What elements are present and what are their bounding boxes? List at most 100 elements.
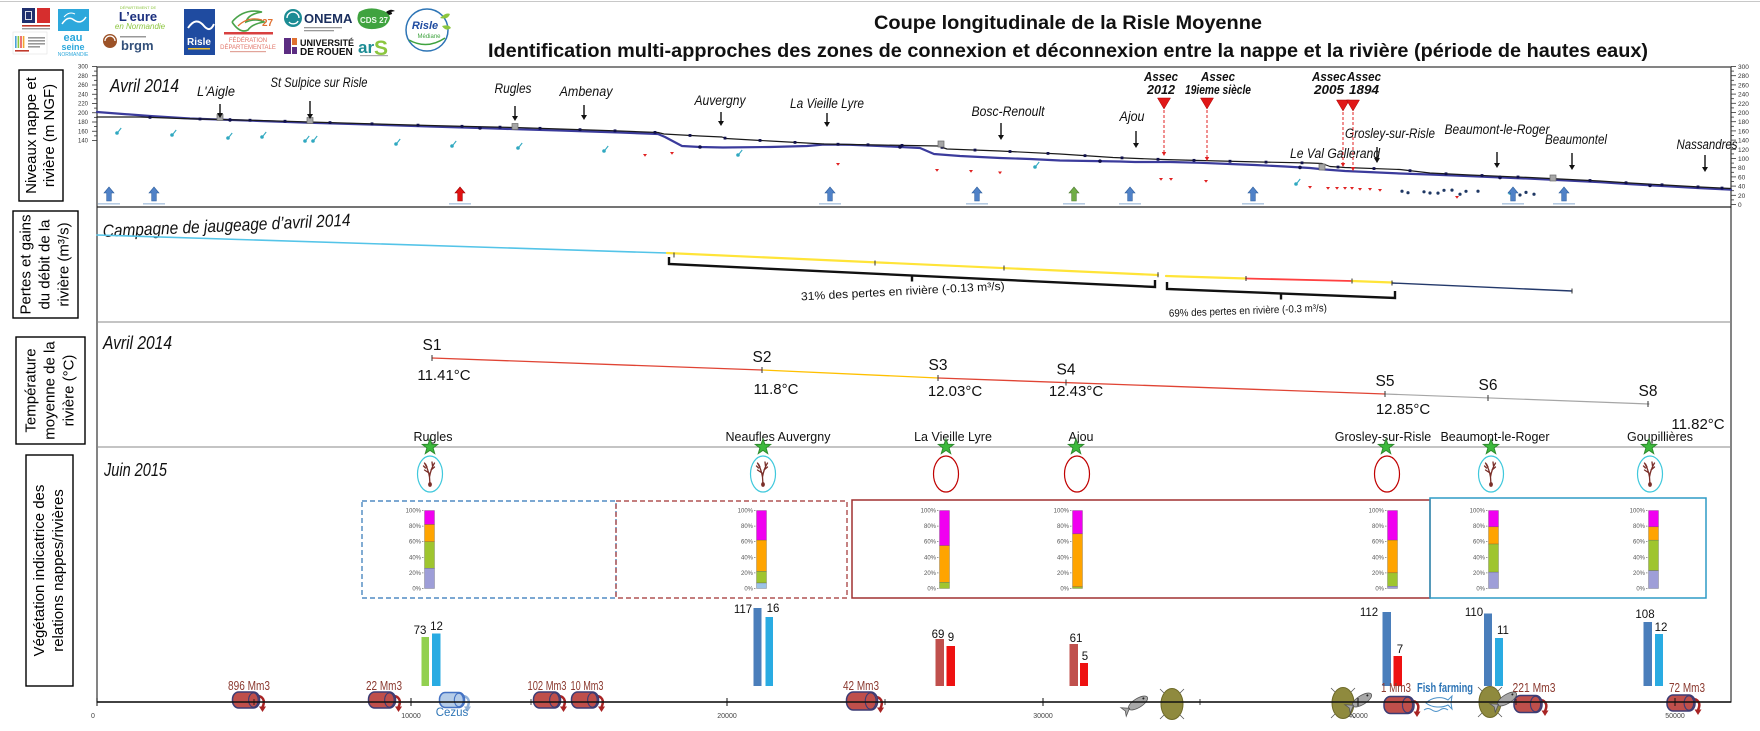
svg-text:du débit de la: du débit de la bbox=[36, 219, 53, 310]
svg-text:60%: 60% bbox=[1057, 540, 1070, 546]
svg-text:0%: 0% bbox=[744, 587, 753, 593]
svg-text:160: 160 bbox=[1738, 128, 1749, 135]
svg-text:11.41°C: 11.41°C bbox=[417, 367, 470, 384]
svg-text:221 Mm3: 221 Mm3 bbox=[1513, 681, 1556, 695]
svg-text:160: 160 bbox=[78, 129, 89, 135]
svg-text:100%: 100% bbox=[406, 509, 422, 515]
svg-text:0%: 0% bbox=[1476, 587, 1485, 593]
svg-text:27: 27 bbox=[262, 18, 274, 29]
svg-text:La Vieille Lyre: La Vieille Lyre bbox=[914, 430, 992, 444]
svg-text:DE ROUEN: DE ROUEN bbox=[300, 47, 353, 58]
svg-text:100: 100 bbox=[1738, 156, 1749, 163]
svg-text:180: 180 bbox=[1738, 119, 1749, 126]
svg-text:Assec: Assec bbox=[1346, 70, 1381, 84]
svg-text:Avril 2014: Avril 2014 bbox=[109, 76, 179, 96]
svg-text:180: 180 bbox=[78, 120, 89, 126]
svg-text:Risle: Risle bbox=[412, 20, 438, 32]
svg-text:Fish farming: Fish farming bbox=[1417, 681, 1473, 695]
svg-text:112: 112 bbox=[1360, 607, 1378, 619]
svg-text:40%: 40% bbox=[1057, 555, 1070, 561]
svg-text:60: 60 bbox=[1738, 174, 1746, 181]
svg-text:22 Mm3: 22 Mm3 bbox=[366, 679, 402, 693]
svg-text:69% des pertes en rivière (-0.: 69% des pertes en rivière (-0.3 m³/s) bbox=[1169, 302, 1327, 320]
svg-text:0%: 0% bbox=[1636, 587, 1645, 593]
svg-text:Rugles: Rugles bbox=[414, 430, 453, 444]
svg-text:20000: 20000 bbox=[717, 713, 737, 720]
svg-text:80%: 80% bbox=[1633, 524, 1646, 530]
svg-text:40%: 40% bbox=[924, 555, 937, 561]
svg-text:9: 9 bbox=[948, 632, 954, 644]
svg-text:73: 73 bbox=[414, 625, 427, 637]
svg-text:100%: 100% bbox=[1054, 509, 1070, 515]
svg-text:eau: eau bbox=[64, 32, 83, 44]
svg-text:61: 61 bbox=[1070, 633, 1083, 645]
svg-text:240: 240 bbox=[1738, 92, 1749, 99]
svg-text:11.82°C: 11.82°C bbox=[1671, 416, 1724, 433]
svg-text:108: 108 bbox=[1635, 609, 1654, 621]
svg-text:896 Mm3: 896 Mm3 bbox=[228, 679, 270, 693]
svg-text:280: 280 bbox=[1738, 73, 1749, 80]
svg-text:La Vieille Lyre: La Vieille Lyre bbox=[790, 96, 864, 111]
svg-text:102 Mm3: 102 Mm3 bbox=[528, 679, 567, 693]
svg-text:5: 5 bbox=[1082, 651, 1088, 663]
svg-text:100%: 100% bbox=[921, 509, 937, 515]
svg-text:Beaumont-le-Roger: Beaumont-le-Roger bbox=[1445, 122, 1550, 137]
svg-text:moyenne de la: moyenne de la bbox=[41, 341, 58, 440]
svg-text:1 Mm3: 1 Mm3 bbox=[1381, 681, 1411, 695]
svg-text:80%: 80% bbox=[924, 524, 937, 530]
svg-text:20%: 20% bbox=[1057, 571, 1070, 577]
svg-text:Bosc-Renoult: Bosc-Renoult bbox=[972, 104, 1046, 119]
svg-text:UNIVERSITÉ: UNIVERSITÉ bbox=[300, 38, 354, 48]
svg-text:Neaufles Auvergny: Neaufles Auvergny bbox=[726, 430, 832, 444]
svg-text:42 Mm3: 42 Mm3 bbox=[843, 679, 879, 693]
svg-text:Le Val Gallerand: Le Val Gallerand bbox=[1290, 146, 1380, 161]
svg-text:200: 200 bbox=[78, 111, 89, 117]
svg-text:140: 140 bbox=[1738, 138, 1749, 145]
svg-text:60%: 60% bbox=[924, 540, 937, 546]
svg-text:relations nappes/rivières: relations nappes/rivières bbox=[50, 489, 67, 652]
svg-text:en Normandie: en Normandie bbox=[115, 22, 166, 31]
svg-text:40%: 40% bbox=[1372, 555, 1385, 561]
svg-text:Beaumont-le-Roger: Beaumont-le-Roger bbox=[1440, 430, 1549, 444]
svg-text:2012: 2012 bbox=[1146, 83, 1175, 97]
svg-text:40%: 40% bbox=[1473, 555, 1486, 561]
svg-text:Grosley-sur-Risle: Grosley-sur-Risle bbox=[1335, 430, 1432, 444]
svg-text:Assec: Assec bbox=[1311, 70, 1346, 84]
svg-text:80%: 80% bbox=[1057, 524, 1070, 530]
svg-text:CDS 27: CDS 27 bbox=[360, 16, 389, 25]
svg-text:FÉDÉRATION: FÉDÉRATION bbox=[229, 37, 267, 44]
svg-text:30000: 30000 bbox=[1033, 713, 1053, 720]
svg-text:brgm: brgm bbox=[121, 38, 154, 53]
svg-text:Avril 2014: Avril 2014 bbox=[102, 333, 172, 353]
svg-text:0: 0 bbox=[1738, 202, 1742, 209]
svg-text:10000: 10000 bbox=[401, 713, 421, 720]
svg-text:12: 12 bbox=[1655, 622, 1668, 634]
svg-text:20%: 20% bbox=[409, 571, 422, 577]
svg-text:12.43°C: 12.43°C bbox=[1049, 383, 1104, 400]
svg-text:11: 11 bbox=[1497, 625, 1509, 637]
svg-text:50000: 50000 bbox=[1665, 713, 1685, 720]
svg-text:80%: 80% bbox=[741, 524, 754, 530]
svg-text:Goupillières: Goupillières bbox=[1627, 430, 1693, 444]
svg-text:31% des pertes en rivière (-0.: 31% des pertes en rivière (-0.13 m³/s) bbox=[801, 281, 1006, 304]
svg-text:Risle: Risle bbox=[187, 37, 211, 48]
svg-text:Médiane: Médiane bbox=[417, 34, 441, 40]
svg-text:ONEMA: ONEMA bbox=[304, 11, 353, 26]
svg-text:300: 300 bbox=[78, 65, 89, 71]
svg-text:260: 260 bbox=[1738, 82, 1749, 89]
svg-text:Assec: Assec bbox=[1200, 70, 1235, 84]
svg-text:S6: S6 bbox=[1479, 377, 1498, 394]
svg-text:20: 20 bbox=[1738, 193, 1746, 200]
svg-text:NORMANDIE: NORMANDIE bbox=[58, 52, 89, 58]
svg-text:7: 7 bbox=[1397, 644, 1403, 656]
svg-text:200: 200 bbox=[1738, 110, 1749, 117]
svg-text:80%: 80% bbox=[1473, 524, 1486, 530]
svg-text:120: 120 bbox=[1738, 147, 1749, 154]
svg-text:300: 300 bbox=[1738, 64, 1749, 71]
svg-text:ar: ar bbox=[358, 38, 374, 57]
svg-text:80%: 80% bbox=[1372, 524, 1385, 530]
svg-text:0: 0 bbox=[91, 713, 95, 720]
svg-text:72 Mm3: 72 Mm3 bbox=[1669, 681, 1705, 695]
svg-text:DÉPARTEMENT DE: DÉPARTEMENT DE bbox=[120, 5, 157, 10]
svg-text:40%: 40% bbox=[741, 555, 754, 561]
